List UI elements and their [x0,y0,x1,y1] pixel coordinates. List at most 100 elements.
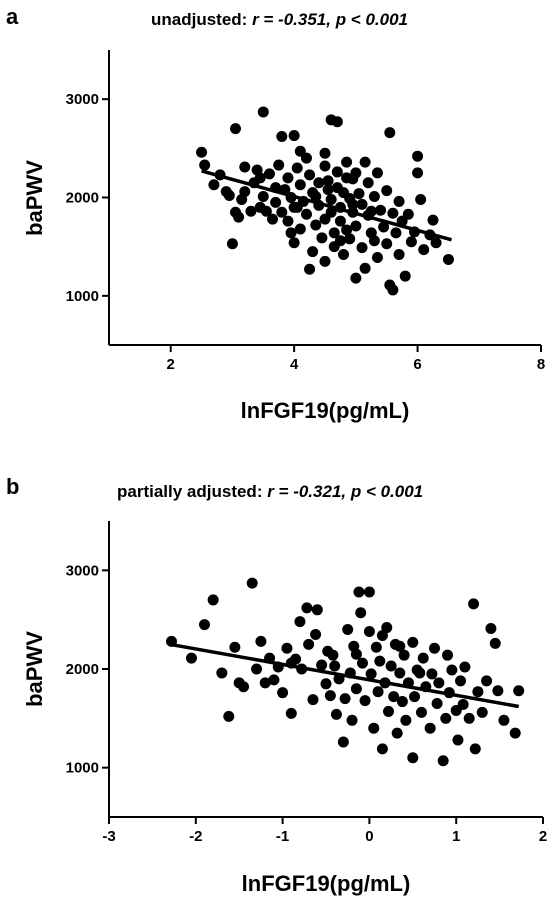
data-point [356,242,368,254]
data-point [398,649,410,661]
data-point [455,675,467,687]
data-point [442,253,454,265]
data-point [485,623,497,635]
data-point [304,263,316,275]
data-point [300,152,312,164]
data-point [476,706,488,718]
panel-a: a unadjusted: r = -0.351, p < 0.001 1000… [0,0,551,450]
data-point [260,205,272,217]
data-point [440,712,452,724]
y-axis-label: baPWV [22,160,47,236]
data-point [350,272,362,284]
x-tick-label: 6 [413,356,421,373]
data-point [294,616,306,628]
data-point [319,147,331,159]
data-point [341,172,353,184]
data-point [415,193,427,205]
x-tick-label: 1 [452,828,460,845]
data-point [324,690,336,702]
data-point [223,190,235,202]
title-stat: r = -0.351, p < 0.001 [252,10,409,29]
data-point [294,179,306,191]
y-tick-label: 1000 [66,288,99,305]
title-prefix: partially adjusted: [117,482,268,501]
data-point [199,159,211,171]
data-point [388,691,400,703]
data-point [310,219,322,231]
data-point [319,255,331,267]
data-point [254,172,266,184]
data-point [196,146,208,158]
data-point [276,131,288,143]
data-point [239,161,251,173]
data-point [282,172,294,184]
data-point [418,244,430,256]
data-point [208,179,220,191]
data-point [387,284,399,296]
data-point [412,150,424,162]
x-tick-label: -3 [102,828,115,845]
data-point [457,699,469,711]
panel-b: b partially adjusted: r = -0.321, p < 0.… [0,470,551,901]
data-point [310,191,322,203]
data-point [415,706,427,718]
data-point [356,198,368,210]
data-point [288,237,300,249]
data-point [341,156,353,168]
data-point [330,708,342,720]
data-point [311,604,323,616]
data-point [359,262,371,274]
data-point [396,696,408,708]
data-point [319,160,331,172]
data-point [185,652,197,664]
data-point [459,661,471,673]
data-point [385,660,397,672]
data-point [370,641,382,653]
data-point [207,594,219,606]
data-point [372,686,384,698]
data-point [368,722,380,734]
data-point [251,663,263,675]
data-point [394,640,406,652]
data-point [412,167,424,179]
data-point [342,624,354,636]
data-point [316,659,328,671]
data-point [381,185,393,197]
data-point [334,215,346,227]
data-point [489,637,501,649]
x-axis-label: lnFGF19(pg/mL) [242,871,411,896]
data-point [301,602,313,614]
data-point [394,667,406,679]
data-point [325,206,337,218]
data-point [393,195,405,207]
data-point [371,251,383,263]
data-point [417,652,429,664]
data-point [285,707,297,719]
regression-line [201,169,452,242]
data-point [263,168,275,180]
data-point [347,198,359,210]
data-point [246,577,258,589]
data-point [310,628,322,640]
data-point [376,629,388,641]
data-point [430,237,442,249]
data-point [405,236,417,248]
data-point [238,681,250,693]
data-point [313,177,325,189]
data-point [431,698,443,710]
data-point [350,167,362,179]
data-point [368,191,380,203]
y-tick-label: 3000 [66,91,99,108]
data-point [492,685,504,697]
data-point [407,636,419,648]
data-point [446,664,458,676]
data-point [350,648,362,660]
x-tick-label: 2 [539,828,547,845]
regression-line [169,642,520,709]
data-point [365,668,377,680]
data-point [270,196,282,208]
title-stat: r = -0.321, p < 0.001 [267,482,424,501]
data-point [442,649,454,661]
y-tick-label: 2000 [66,661,99,678]
data-point [350,220,362,232]
